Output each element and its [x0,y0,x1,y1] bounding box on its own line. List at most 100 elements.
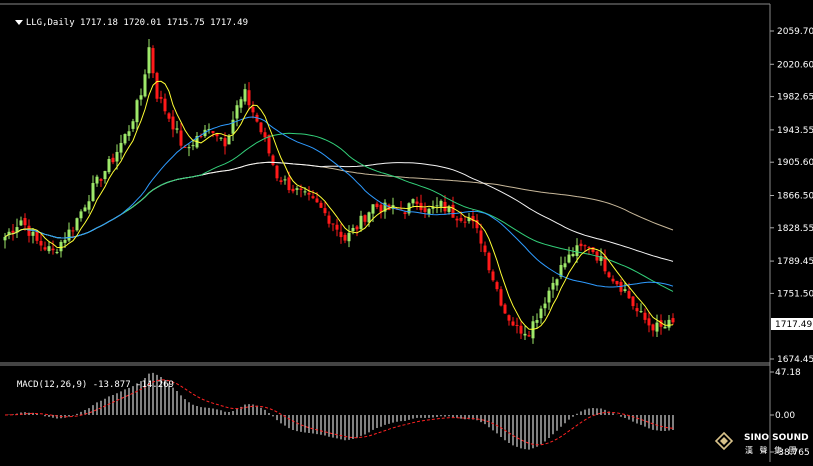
candle [527,331,531,337]
macd-tick-label: 47.18 [775,368,801,378]
candle [63,232,67,249]
candle [3,232,7,249]
candle [471,209,475,229]
candle [427,207,431,218]
candle [563,256,567,270]
candle [379,202,383,219]
candle [347,225,351,248]
candle [503,303,507,315]
candle [171,110,175,138]
candle [623,281,627,293]
candle [583,244,587,252]
candle [435,197,439,214]
candle [295,186,299,196]
candle [451,196,455,218]
candle [127,125,131,141]
price-tick-label: 1866.50 [777,191,813,201]
candle [107,156,111,175]
candle [279,176,283,185]
candle [51,240,55,255]
candle [335,218,339,237]
candle [291,184,295,194]
candle [151,45,155,78]
candle [283,175,287,185]
price-tick-label: 1943.55 [777,126,813,136]
candle [495,280,499,292]
candle [35,230,39,244]
candle [515,317,519,334]
price-tick-label: 2020.60 [777,60,813,70]
ma-blue-line [4,116,674,288]
candle [143,69,147,98]
ohlc-values: 1717.18 1720.01 1715.75 1717.49 [80,18,249,28]
candle [207,123,211,134]
candle [607,271,611,279]
candle [543,297,547,316]
candle [383,199,387,219]
candle [87,194,91,214]
candle [611,275,615,284]
candle [79,209,83,222]
candle [95,174,99,187]
chart-header: LLG,Daily 1717.18 1720.01 1715.75 1717.4… [4,7,248,29]
macd-pane [4,372,674,450]
candle [259,122,263,135]
candle [523,326,527,340]
candle [363,214,367,226]
candle [103,170,107,184]
candle [539,305,543,324]
candle [83,204,87,212]
candle [15,218,19,239]
candle [163,93,167,115]
candle [211,131,215,138]
candle [139,88,143,106]
candle [111,153,115,165]
candle [635,303,639,317]
macd-tick-label: -38.765 [775,448,810,458]
candle [555,278,559,291]
candle [191,139,195,151]
candle [419,194,423,213]
candle [219,137,223,141]
candle [7,228,11,240]
candle [343,232,347,244]
symbol-label: LLG,Daily [25,18,75,28]
candle [331,223,335,232]
logo-sub-text: 漢 聲 集 團 [745,445,799,455]
candle [411,198,415,208]
price-tick-label: 1789.45 [777,257,813,267]
price-axis: 2059.70 2020.60 1982.65 1943.55 1905.60 1866.… [0,3,813,462]
macd-ticks: 47.18 0.00 -38.765 [770,368,810,458]
candle [195,132,199,149]
candle [579,239,583,251]
candle [359,210,363,232]
candle [155,71,159,103]
candle [91,175,95,202]
candle [643,308,647,324]
candle [423,202,427,218]
candle [167,112,171,122]
price-tick-label: 1751.50 [777,289,813,299]
candle [199,133,203,139]
candle [415,196,419,210]
candle [483,241,487,256]
candle [355,225,359,237]
candle [23,213,27,231]
candle [627,282,631,299]
candle [667,314,671,331]
candle [119,134,123,160]
candle [639,303,643,314]
macd-label: MACD(12,26,9) -13.877 -14.269 [16,380,174,390]
candle [567,246,571,264]
candle [239,96,243,113]
candle [243,83,247,105]
candle [631,295,635,310]
candle [651,323,655,337]
candle [271,154,275,167]
candle [319,200,323,208]
dropdown-triangle-icon[interactable] [14,20,23,25]
candle [263,127,267,142]
candle [575,238,579,263]
candle [367,211,371,227]
